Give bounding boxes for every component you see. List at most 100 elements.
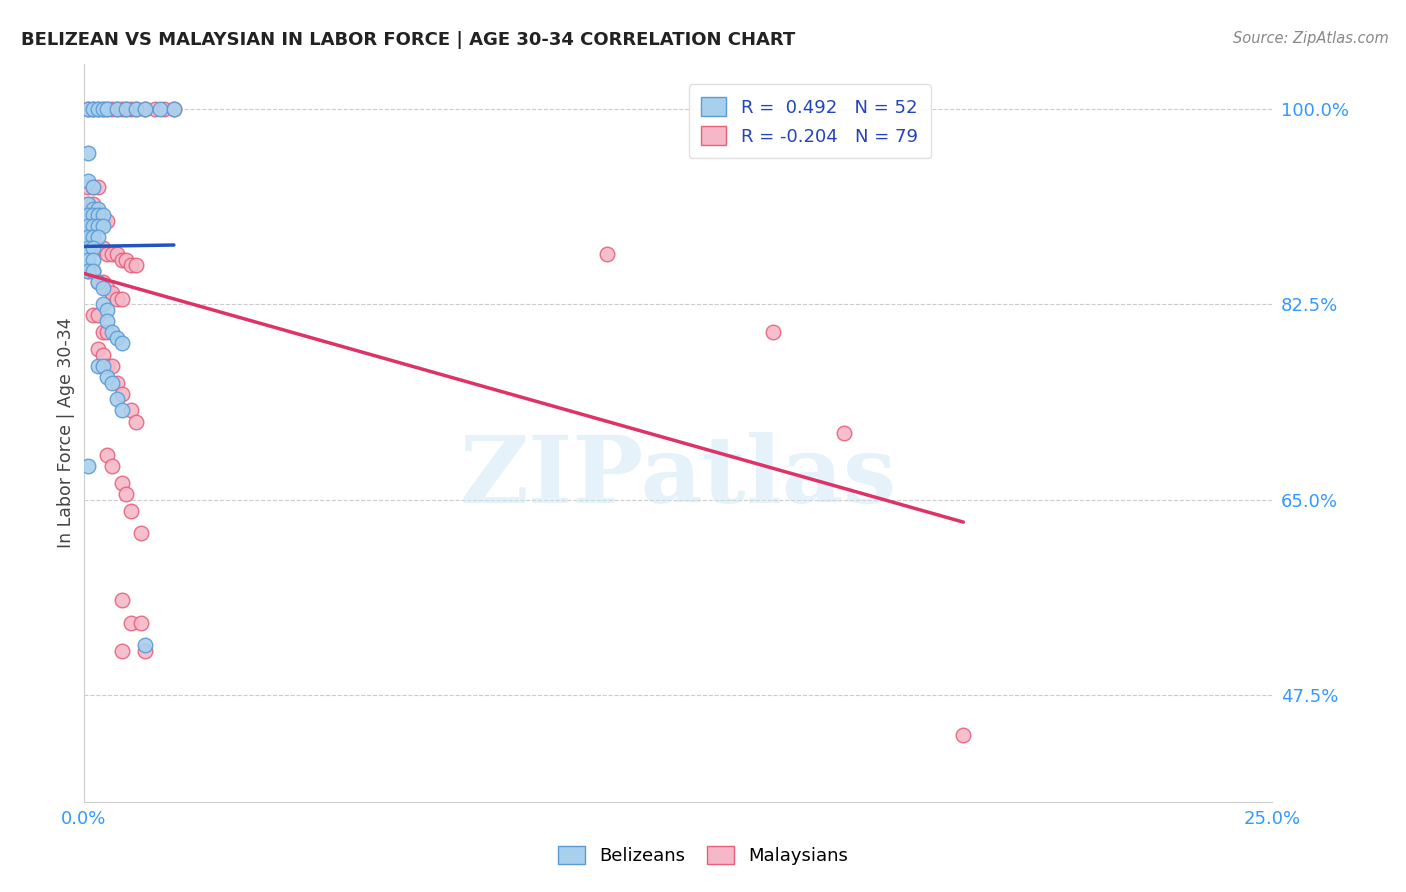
Point — [105, 102, 128, 116]
Point — [105, 376, 128, 390]
Point — [77, 180, 100, 194]
Point — [125, 415, 148, 429]
Point — [77, 102, 100, 116]
Point — [77, 208, 100, 222]
Point — [87, 180, 110, 194]
Point — [77, 242, 100, 256]
Point — [82, 242, 104, 256]
Point — [87, 208, 110, 222]
Point — [120, 504, 142, 518]
Point — [82, 208, 104, 222]
Y-axis label: In Labor Force | Age 30-34: In Labor Force | Age 30-34 — [58, 318, 75, 549]
Point — [82, 309, 104, 323]
Point — [101, 325, 124, 339]
Point — [91, 219, 114, 233]
Point — [96, 448, 118, 462]
Point — [105, 331, 128, 345]
Point — [105, 392, 128, 407]
Point — [87, 359, 110, 373]
Point — [77, 174, 100, 188]
Point — [105, 102, 128, 116]
Point — [115, 252, 138, 267]
Point — [134, 102, 156, 116]
Text: Source: ZipAtlas.com: Source: ZipAtlas.com — [1233, 31, 1389, 46]
Point — [87, 102, 110, 116]
Point — [87, 242, 110, 256]
Point — [134, 644, 156, 658]
Point — [77, 264, 100, 278]
Point — [77, 459, 100, 474]
Point — [77, 196, 100, 211]
Point — [110, 403, 132, 417]
Text: BELIZEAN VS MALAYSIAN IN LABOR FORCE | AGE 30-34 CORRELATION CHART: BELIZEAN VS MALAYSIAN IN LABOR FORCE | A… — [21, 31, 796, 49]
Point — [105, 247, 128, 261]
Point — [101, 459, 124, 474]
Point — [120, 615, 142, 630]
Point — [110, 476, 132, 491]
Point — [82, 102, 104, 116]
Point — [87, 275, 110, 289]
Point — [82, 264, 104, 278]
Point — [77, 219, 100, 233]
Point — [101, 376, 124, 390]
Legend: Belizeans, Malaysians: Belizeans, Malaysians — [551, 838, 855, 872]
Point — [82, 219, 104, 233]
Point — [110, 252, 132, 267]
Point — [115, 487, 138, 501]
Point — [82, 180, 104, 194]
Point — [91, 242, 114, 256]
Point — [163, 102, 186, 116]
Point — [125, 102, 148, 116]
Point — [82, 102, 104, 116]
Point — [82, 230, 104, 244]
Point — [120, 403, 142, 417]
Point — [77, 102, 100, 116]
Point — [120, 258, 142, 272]
Point — [77, 146, 100, 161]
Point — [77, 230, 100, 244]
Point — [96, 359, 118, 373]
Point — [87, 230, 110, 244]
Point — [110, 292, 132, 306]
Point — [96, 102, 118, 116]
Point — [91, 213, 114, 227]
Point — [110, 593, 132, 607]
Point — [91, 208, 114, 222]
Point — [143, 102, 166, 116]
Point — [101, 286, 124, 301]
Point — [96, 213, 118, 227]
Point — [96, 325, 118, 339]
Point — [91, 348, 114, 362]
Point — [110, 336, 132, 351]
Point — [163, 102, 186, 116]
Point — [153, 102, 176, 116]
Point — [77, 252, 100, 267]
Point — [87, 102, 110, 116]
Point — [96, 302, 118, 317]
Point — [134, 638, 156, 652]
Point — [120, 102, 142, 116]
Point — [105, 292, 128, 306]
Point — [595, 247, 617, 261]
Point — [87, 219, 110, 233]
Point — [96, 280, 118, 294]
Point — [125, 102, 148, 116]
Point — [762, 325, 785, 339]
Point — [82, 202, 104, 217]
Point — [91, 359, 114, 373]
Point — [110, 386, 132, 401]
Point — [87, 342, 110, 356]
Point — [87, 202, 110, 217]
Point — [82, 180, 104, 194]
Point — [91, 280, 114, 294]
Point — [77, 196, 100, 211]
Legend: R =  0.492   N = 52, R = -0.204   N = 79: R = 0.492 N = 52, R = -0.204 N = 79 — [689, 84, 931, 158]
Point — [82, 208, 104, 222]
Point — [91, 102, 114, 116]
Point — [91, 297, 114, 311]
Point — [110, 644, 132, 658]
Point — [77, 264, 100, 278]
Point — [82, 219, 104, 233]
Point — [87, 275, 110, 289]
Point — [101, 247, 124, 261]
